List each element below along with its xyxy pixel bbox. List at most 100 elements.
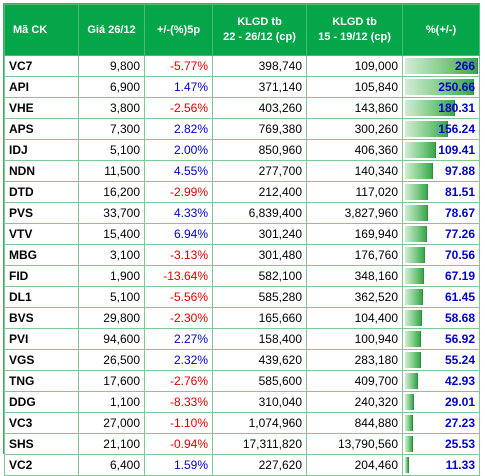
header-pct-change[interactable]: %(+/-) bbox=[402, 4, 480, 56]
cell-volume-previous: 240,320 bbox=[306, 391, 403, 413]
table-row: PVS 33,700 4.33% 6,839,400 3,827,960 78.67 bbox=[4, 202, 480, 224]
cell-price: 33,700 bbox=[78, 202, 145, 224]
cell-price: 1,100 bbox=[78, 391, 145, 413]
pct-bar bbox=[405, 142, 436, 158]
cell-volume-previous: 109,000 bbox=[306, 55, 403, 77]
pct-value: 250.66 bbox=[438, 80, 475, 94]
cell-volume-current: 585,600 bbox=[212, 370, 307, 392]
pct-bar bbox=[405, 205, 428, 221]
header-volume-previous-line2: 15 - 19/12 (cp) bbox=[318, 31, 391, 43]
header-change[interactable]: +/-(%)5p bbox=[144, 4, 213, 56]
cell-pct-change: 29.01 bbox=[402, 391, 480, 413]
cell-volume-current: 6,839,400 bbox=[212, 202, 307, 224]
header-price[interactable]: Giá 26/12 bbox=[78, 4, 145, 56]
cell-code: VHE bbox=[4, 97, 79, 119]
pct-bar bbox=[405, 268, 424, 284]
cell-price: 26,500 bbox=[78, 349, 145, 371]
cell-price: 6,900 bbox=[78, 76, 145, 98]
header-volume-previous[interactable]: KLGD tb 15 - 19/12 (cp) bbox=[306, 4, 403, 56]
cell-code: VTV bbox=[4, 223, 79, 245]
cell-volume-current: 582,100 bbox=[212, 265, 307, 287]
cell-price: 11,500 bbox=[78, 160, 145, 182]
cell-code: PVI bbox=[4, 328, 79, 350]
cell-code: NDN bbox=[4, 160, 79, 182]
cell-change: 2.82% bbox=[144, 118, 213, 140]
header-volume-previous-line1: KLGD tb bbox=[332, 16, 377, 28]
cell-price: 9,800 bbox=[78, 55, 145, 77]
header-code[interactable]: Mã CK bbox=[4, 4, 79, 56]
pct-bar bbox=[405, 163, 433, 179]
cell-pct-change: 266 bbox=[402, 55, 480, 77]
pct-bar bbox=[405, 121, 449, 137]
cell-volume-current: 585,280 bbox=[212, 286, 307, 308]
pct-bar bbox=[405, 373, 418, 389]
cell-volume-current: 212,400 bbox=[212, 181, 307, 203]
table-row: BVS 29,800 -2.30% 165,660 104,400 58.68 bbox=[4, 307, 480, 329]
table-row: MBG 3,100 -3.13% 301,480 176,760 70.56 bbox=[4, 244, 480, 266]
cell-pct-change: 156.24 bbox=[402, 118, 480, 140]
cell-change: -2.76% bbox=[144, 370, 213, 392]
table-row: APS 7,300 2.82% 769,380 300,260 156.24 bbox=[4, 118, 480, 140]
cell-code: FID bbox=[4, 265, 79, 287]
stock-table: Mã CK Giá 26/12 +/-(%)5p KLGD tb 22 - 26… bbox=[4, 4, 480, 476]
cell-code: DL1 bbox=[4, 286, 79, 308]
cell-volume-previous: 140,340 bbox=[306, 160, 403, 182]
cell-volume-previous: 348,160 bbox=[306, 265, 403, 287]
table-row: VHE 3,800 -2.56% 403,260 143,860 180.31 bbox=[4, 97, 480, 119]
cell-change: -3.13% bbox=[144, 244, 213, 266]
cell-price: 5,100 bbox=[78, 139, 145, 161]
cell-price: 5,100 bbox=[78, 286, 145, 308]
header-volume-current[interactable]: KLGD tb 22 - 26/12 (cp) bbox=[212, 4, 307, 56]
cell-volume-current: 165,660 bbox=[212, 307, 307, 329]
table-row: PVI 94,600 2.27% 158,400 100,940 56.92 bbox=[4, 328, 480, 350]
cell-code: DDG bbox=[4, 391, 79, 413]
cell-change: 6.94% bbox=[144, 223, 213, 245]
cell-volume-current: 1,074,960 bbox=[212, 412, 307, 434]
cell-price: 16,200 bbox=[78, 181, 145, 203]
cell-change: 2.32% bbox=[144, 349, 213, 371]
pct-value: 180.31 bbox=[438, 101, 475, 115]
cell-pct-change: 67.19 bbox=[402, 265, 480, 287]
cell-volume-current: 403,260 bbox=[212, 97, 307, 119]
pct-bar bbox=[405, 352, 422, 368]
header-volume-current-line1: KLGD tb bbox=[237, 16, 282, 28]
pct-value: 266 bbox=[454, 59, 475, 73]
table-row: NDN 11,500 4.55% 277,700 140,340 97.88 bbox=[4, 160, 480, 182]
pct-value: 42.93 bbox=[444, 374, 475, 388]
pct-value: 61.45 bbox=[444, 290, 475, 304]
cell-code: TNG bbox=[4, 370, 79, 392]
cell-code: DTD bbox=[4, 181, 79, 203]
cell-code: IDJ bbox=[4, 139, 79, 161]
table-row: TNG 17,600 -2.76% 585,600 409,700 42.93 bbox=[4, 370, 480, 392]
cell-price: 21,100 bbox=[78, 433, 145, 455]
cell-volume-previous: 117,020 bbox=[306, 181, 403, 203]
cell-change: 2.00% bbox=[144, 139, 213, 161]
cell-code: API bbox=[4, 76, 79, 98]
cell-volume-current: 398,740 bbox=[212, 55, 307, 77]
header-volume-current-line2: 22 - 26/12 (cp) bbox=[223, 31, 296, 43]
pct-bar bbox=[405, 457, 409, 473]
cell-price: 3,800 bbox=[78, 97, 145, 119]
table-row: DDG 1,100 -8.33% 310,040 240,320 29.01 bbox=[4, 391, 480, 413]
cell-pct-change: 56.92 bbox=[402, 328, 480, 350]
cell-change: -5.77% bbox=[144, 55, 213, 77]
cell-price: 1,900 bbox=[78, 265, 145, 287]
pct-value: 11.33 bbox=[445, 458, 475, 472]
cell-volume-previous: 283,180 bbox=[306, 349, 403, 371]
table-row: SHS 21,100 -0.94% 17,311,820 13,790,560 25.53 bbox=[4, 433, 480, 455]
cell-pct-change: 70.56 bbox=[402, 244, 480, 266]
cell-pct-change: 25.53 bbox=[402, 433, 480, 455]
cell-change: -0.94% bbox=[144, 433, 213, 455]
pct-bar bbox=[405, 289, 423, 305]
cell-volume-current: 769,380 bbox=[212, 118, 307, 140]
cell-change: -5.56% bbox=[144, 286, 213, 308]
cell-change: 4.33% bbox=[144, 202, 213, 224]
cell-volume-current: 158,400 bbox=[212, 328, 307, 350]
cell-volume-previous: 844,880 bbox=[306, 412, 403, 434]
pct-bar bbox=[405, 184, 429, 200]
cell-volume-current: 301,480 bbox=[212, 244, 307, 266]
cell-code: VC3 bbox=[4, 412, 79, 434]
cell-volume-current: 17,311,820 bbox=[212, 433, 307, 455]
cell-volume-previous: 406,360 bbox=[306, 139, 403, 161]
cell-volume-previous: 362,520 bbox=[306, 286, 403, 308]
